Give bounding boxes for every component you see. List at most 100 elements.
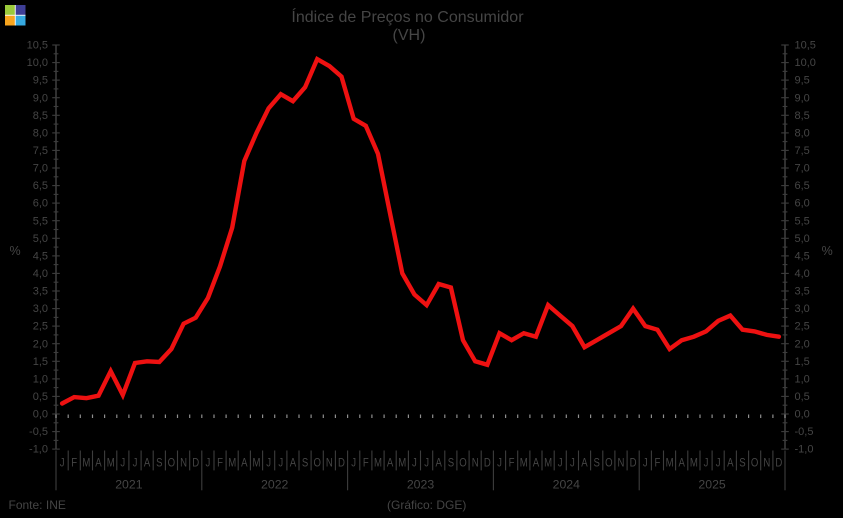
- svg-text:6,0: 6,0: [795, 198, 810, 210]
- svg-text:F: F: [509, 457, 515, 470]
- svg-text:O: O: [751, 457, 758, 470]
- svg-text:J: J: [570, 457, 575, 470]
- svg-text:D: D: [192, 457, 199, 470]
- svg-text:A: A: [95, 457, 102, 470]
- svg-text:6,5: 6,5: [795, 180, 810, 192]
- svg-text:3,0: 3,0: [795, 303, 810, 315]
- svg-text:10,5: 10,5: [27, 40, 48, 52]
- svg-text:0,5: 0,5: [33, 391, 48, 403]
- svg-text:-0,5: -0,5: [29, 426, 48, 438]
- svg-text:S: S: [593, 457, 599, 470]
- svg-text:9,5: 9,5: [33, 75, 48, 87]
- svg-text:S: S: [739, 457, 745, 470]
- svg-text:4,0: 4,0: [33, 268, 48, 280]
- svg-text:J: J: [412, 457, 417, 470]
- svg-text:J: J: [558, 457, 563, 470]
- svg-text:N: N: [326, 457, 333, 470]
- svg-text:A: A: [678, 457, 685, 470]
- svg-text:1,0: 1,0: [33, 374, 48, 386]
- svg-text:A: A: [387, 457, 394, 470]
- svg-text:1,5: 1,5: [795, 356, 810, 368]
- svg-text:3,5: 3,5: [33, 286, 48, 298]
- svg-text:-1,0: -1,0: [29, 444, 48, 456]
- svg-text:A: A: [290, 457, 297, 470]
- svg-text:J: J: [133, 457, 138, 470]
- svg-text:%: %: [10, 244, 21, 258]
- svg-text:M: M: [374, 457, 382, 470]
- svg-text:J: J: [278, 457, 283, 470]
- svg-text:0,0: 0,0: [795, 409, 810, 421]
- svg-text:2,0: 2,0: [795, 338, 810, 350]
- svg-text:A: A: [581, 457, 588, 470]
- svg-text:J: J: [497, 457, 502, 470]
- svg-text:J: J: [120, 457, 125, 470]
- svg-text:6,0: 6,0: [33, 198, 48, 210]
- svg-text:8,0: 8,0: [33, 128, 48, 140]
- svg-text:7,5: 7,5: [33, 145, 48, 157]
- svg-text:M: M: [690, 457, 698, 470]
- svg-text:D: D: [338, 457, 345, 470]
- svg-text:N: N: [472, 457, 479, 470]
- svg-text:9,5: 9,5: [795, 75, 810, 87]
- svg-text:2025: 2025: [698, 478, 726, 492]
- svg-text:J: J: [266, 457, 271, 470]
- svg-text:2023: 2023: [407, 478, 435, 492]
- svg-text:%: %: [822, 244, 833, 258]
- svg-text:-0,5: -0,5: [795, 426, 814, 438]
- svg-text:S: S: [302, 457, 308, 470]
- svg-text:2,5: 2,5: [795, 321, 810, 333]
- svg-text:3,5: 3,5: [795, 286, 810, 298]
- svg-text:1,0: 1,0: [795, 374, 810, 386]
- svg-text:J: J: [60, 457, 65, 470]
- svg-text:S: S: [156, 457, 162, 470]
- svg-text:2024: 2024: [553, 478, 581, 492]
- svg-text:8,5: 8,5: [33, 110, 48, 122]
- svg-text:4,5: 4,5: [795, 251, 810, 263]
- svg-text:M: M: [228, 457, 236, 470]
- svg-text:7,5: 7,5: [795, 145, 810, 157]
- svg-text:A: A: [533, 457, 540, 470]
- svg-text:10,0: 10,0: [27, 57, 48, 69]
- svg-text:6,5: 6,5: [33, 180, 48, 192]
- svg-text:10,0: 10,0: [795, 57, 816, 69]
- svg-text:2021: 2021: [115, 478, 143, 492]
- svg-text:3,0: 3,0: [33, 303, 48, 315]
- svg-text:1,5: 1,5: [33, 356, 48, 368]
- svg-text:5,0: 5,0: [795, 233, 810, 245]
- svg-text:5,5: 5,5: [33, 215, 48, 227]
- svg-text:D: D: [775, 457, 782, 470]
- svg-text:5,0: 5,0: [33, 233, 48, 245]
- svg-text:M: M: [82, 457, 90, 470]
- svg-text:M: M: [520, 457, 528, 470]
- svg-text:O: O: [605, 457, 612, 470]
- svg-text:N: N: [763, 457, 770, 470]
- svg-text:M: M: [398, 457, 406, 470]
- svg-text:F: F: [654, 457, 660, 470]
- svg-text:S: S: [448, 457, 454, 470]
- svg-text:4,5: 4,5: [33, 251, 48, 263]
- svg-text:7,0: 7,0: [795, 163, 810, 175]
- svg-text:J: J: [351, 457, 356, 470]
- svg-text:J: J: [643, 457, 648, 470]
- svg-text:M: M: [666, 457, 674, 470]
- svg-text:8,5: 8,5: [795, 110, 810, 122]
- svg-text:J: J: [424, 457, 429, 470]
- svg-text:(Gráfico: DGE): (Gráfico: DGE): [387, 498, 466, 512]
- svg-text:-1,0: -1,0: [795, 444, 814, 456]
- svg-text:9,0: 9,0: [33, 92, 48, 104]
- svg-text:O: O: [313, 457, 320, 470]
- svg-text:M: M: [253, 457, 261, 470]
- svg-text:9,0: 9,0: [795, 92, 810, 104]
- svg-text:5,5: 5,5: [795, 215, 810, 227]
- svg-text:8,0: 8,0: [795, 128, 810, 140]
- svg-text:N: N: [618, 457, 625, 470]
- svg-text:0,0: 0,0: [33, 409, 48, 421]
- svg-text:A: A: [727, 457, 734, 470]
- svg-text:2,5: 2,5: [33, 321, 48, 333]
- svg-text:M: M: [107, 457, 115, 470]
- svg-text:10,5: 10,5: [795, 40, 816, 52]
- svg-text:A: A: [241, 457, 248, 470]
- svg-text:D: D: [484, 457, 491, 470]
- svg-text:M: M: [544, 457, 552, 470]
- svg-text:0,5: 0,5: [795, 391, 810, 403]
